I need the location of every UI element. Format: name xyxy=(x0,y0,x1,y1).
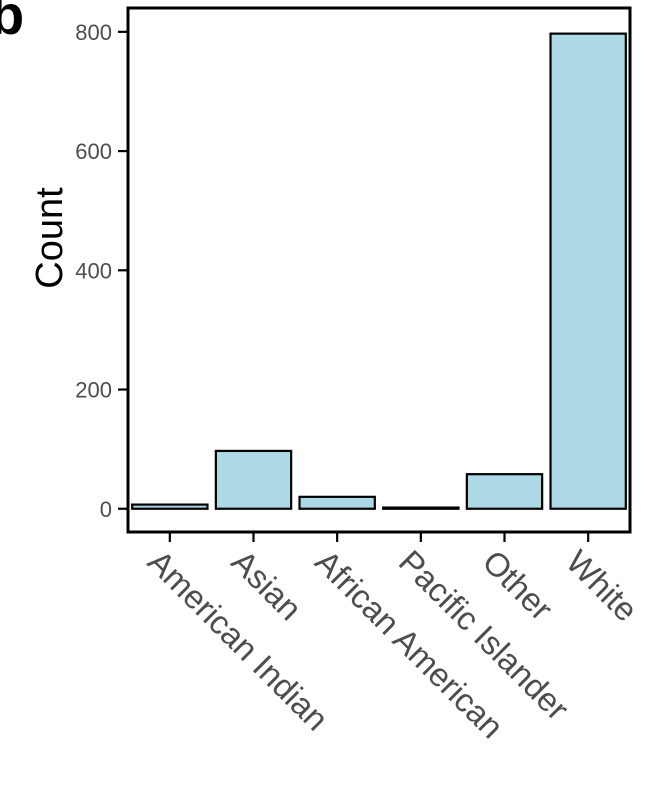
y-tick-label-4: 800 xyxy=(75,20,112,45)
bar-3 xyxy=(382,506,460,510)
bar-0 xyxy=(131,503,209,510)
bar-5 xyxy=(549,32,627,510)
bar-2 xyxy=(298,495,376,510)
bar-4 xyxy=(465,473,544,510)
y-ticks-group: 0 200 400 600 800 xyxy=(75,20,128,522)
y-axis-label: Count xyxy=(29,187,71,289)
y-tick-label-1: 200 xyxy=(75,378,112,403)
bar-1 xyxy=(214,449,293,510)
bars-group xyxy=(131,32,627,510)
y-tick-label-0: 0 xyxy=(100,497,112,522)
y-tick-label-3: 600 xyxy=(75,139,112,164)
y-tick-label-2: 400 xyxy=(75,258,112,283)
panel-label: b xyxy=(0,0,24,46)
x-tick-label-5: White xyxy=(559,543,645,629)
plot-frame xyxy=(126,6,632,534)
